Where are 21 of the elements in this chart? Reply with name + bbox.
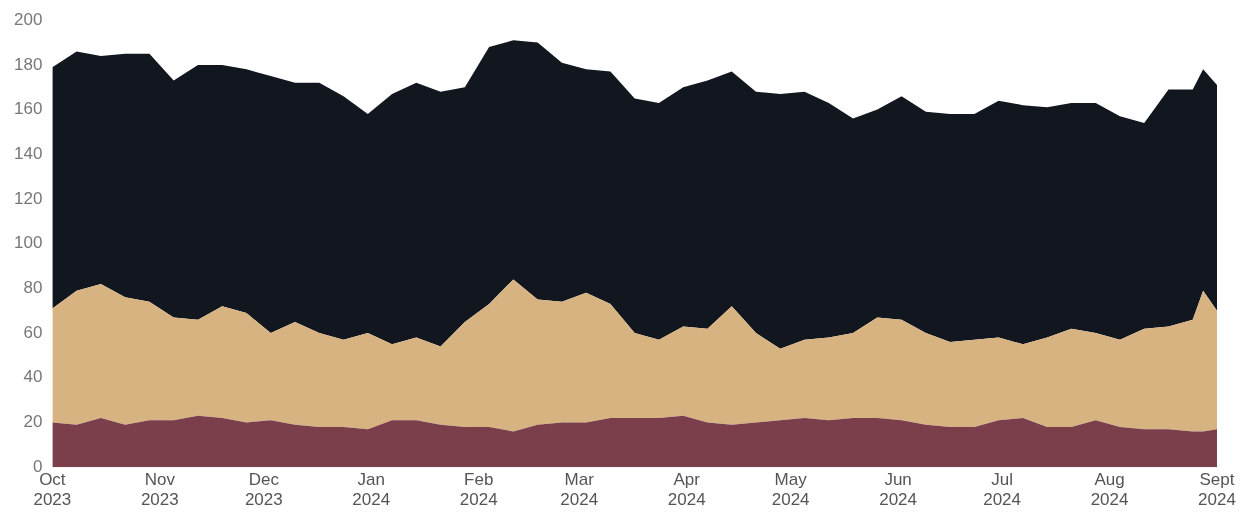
x-tick-label: Jan 2024 (352, 470, 391, 510)
y-tick-label: 40 (23, 367, 43, 387)
x-tick-label: Apr 2024 (667, 470, 706, 510)
y-tick-label: 20 (23, 412, 43, 432)
y-tick-label: 100 (13, 233, 43, 253)
x-tick-label: Aug 2024 (1090, 470, 1129, 510)
y-tick-label: 80 (23, 278, 43, 298)
y-tick-label: 120 (13, 188, 43, 208)
y-tick-label: 160 (13, 99, 43, 119)
x-tick-label: Feb 2024 (459, 470, 498, 510)
x-tick-label: Mar 2024 (560, 470, 599, 510)
y-tick-label: 60 (23, 322, 43, 342)
x-tick-label: Jun 2024 (879, 470, 918, 510)
y-tick-label: 200 (13, 9, 43, 29)
x-tick-label: May 2024 (771, 470, 810, 510)
x-tick-label: Jul 2024 (983, 470, 1022, 510)
x-tick-label: Nov 2023 (140, 470, 179, 510)
y-tick-label: 140 (13, 143, 43, 163)
x-tick-label: Sept 2024 (1198, 470, 1236, 510)
y-tick-label: 180 (13, 54, 43, 74)
x-tick-label: Dec 2023 (244, 470, 283, 510)
